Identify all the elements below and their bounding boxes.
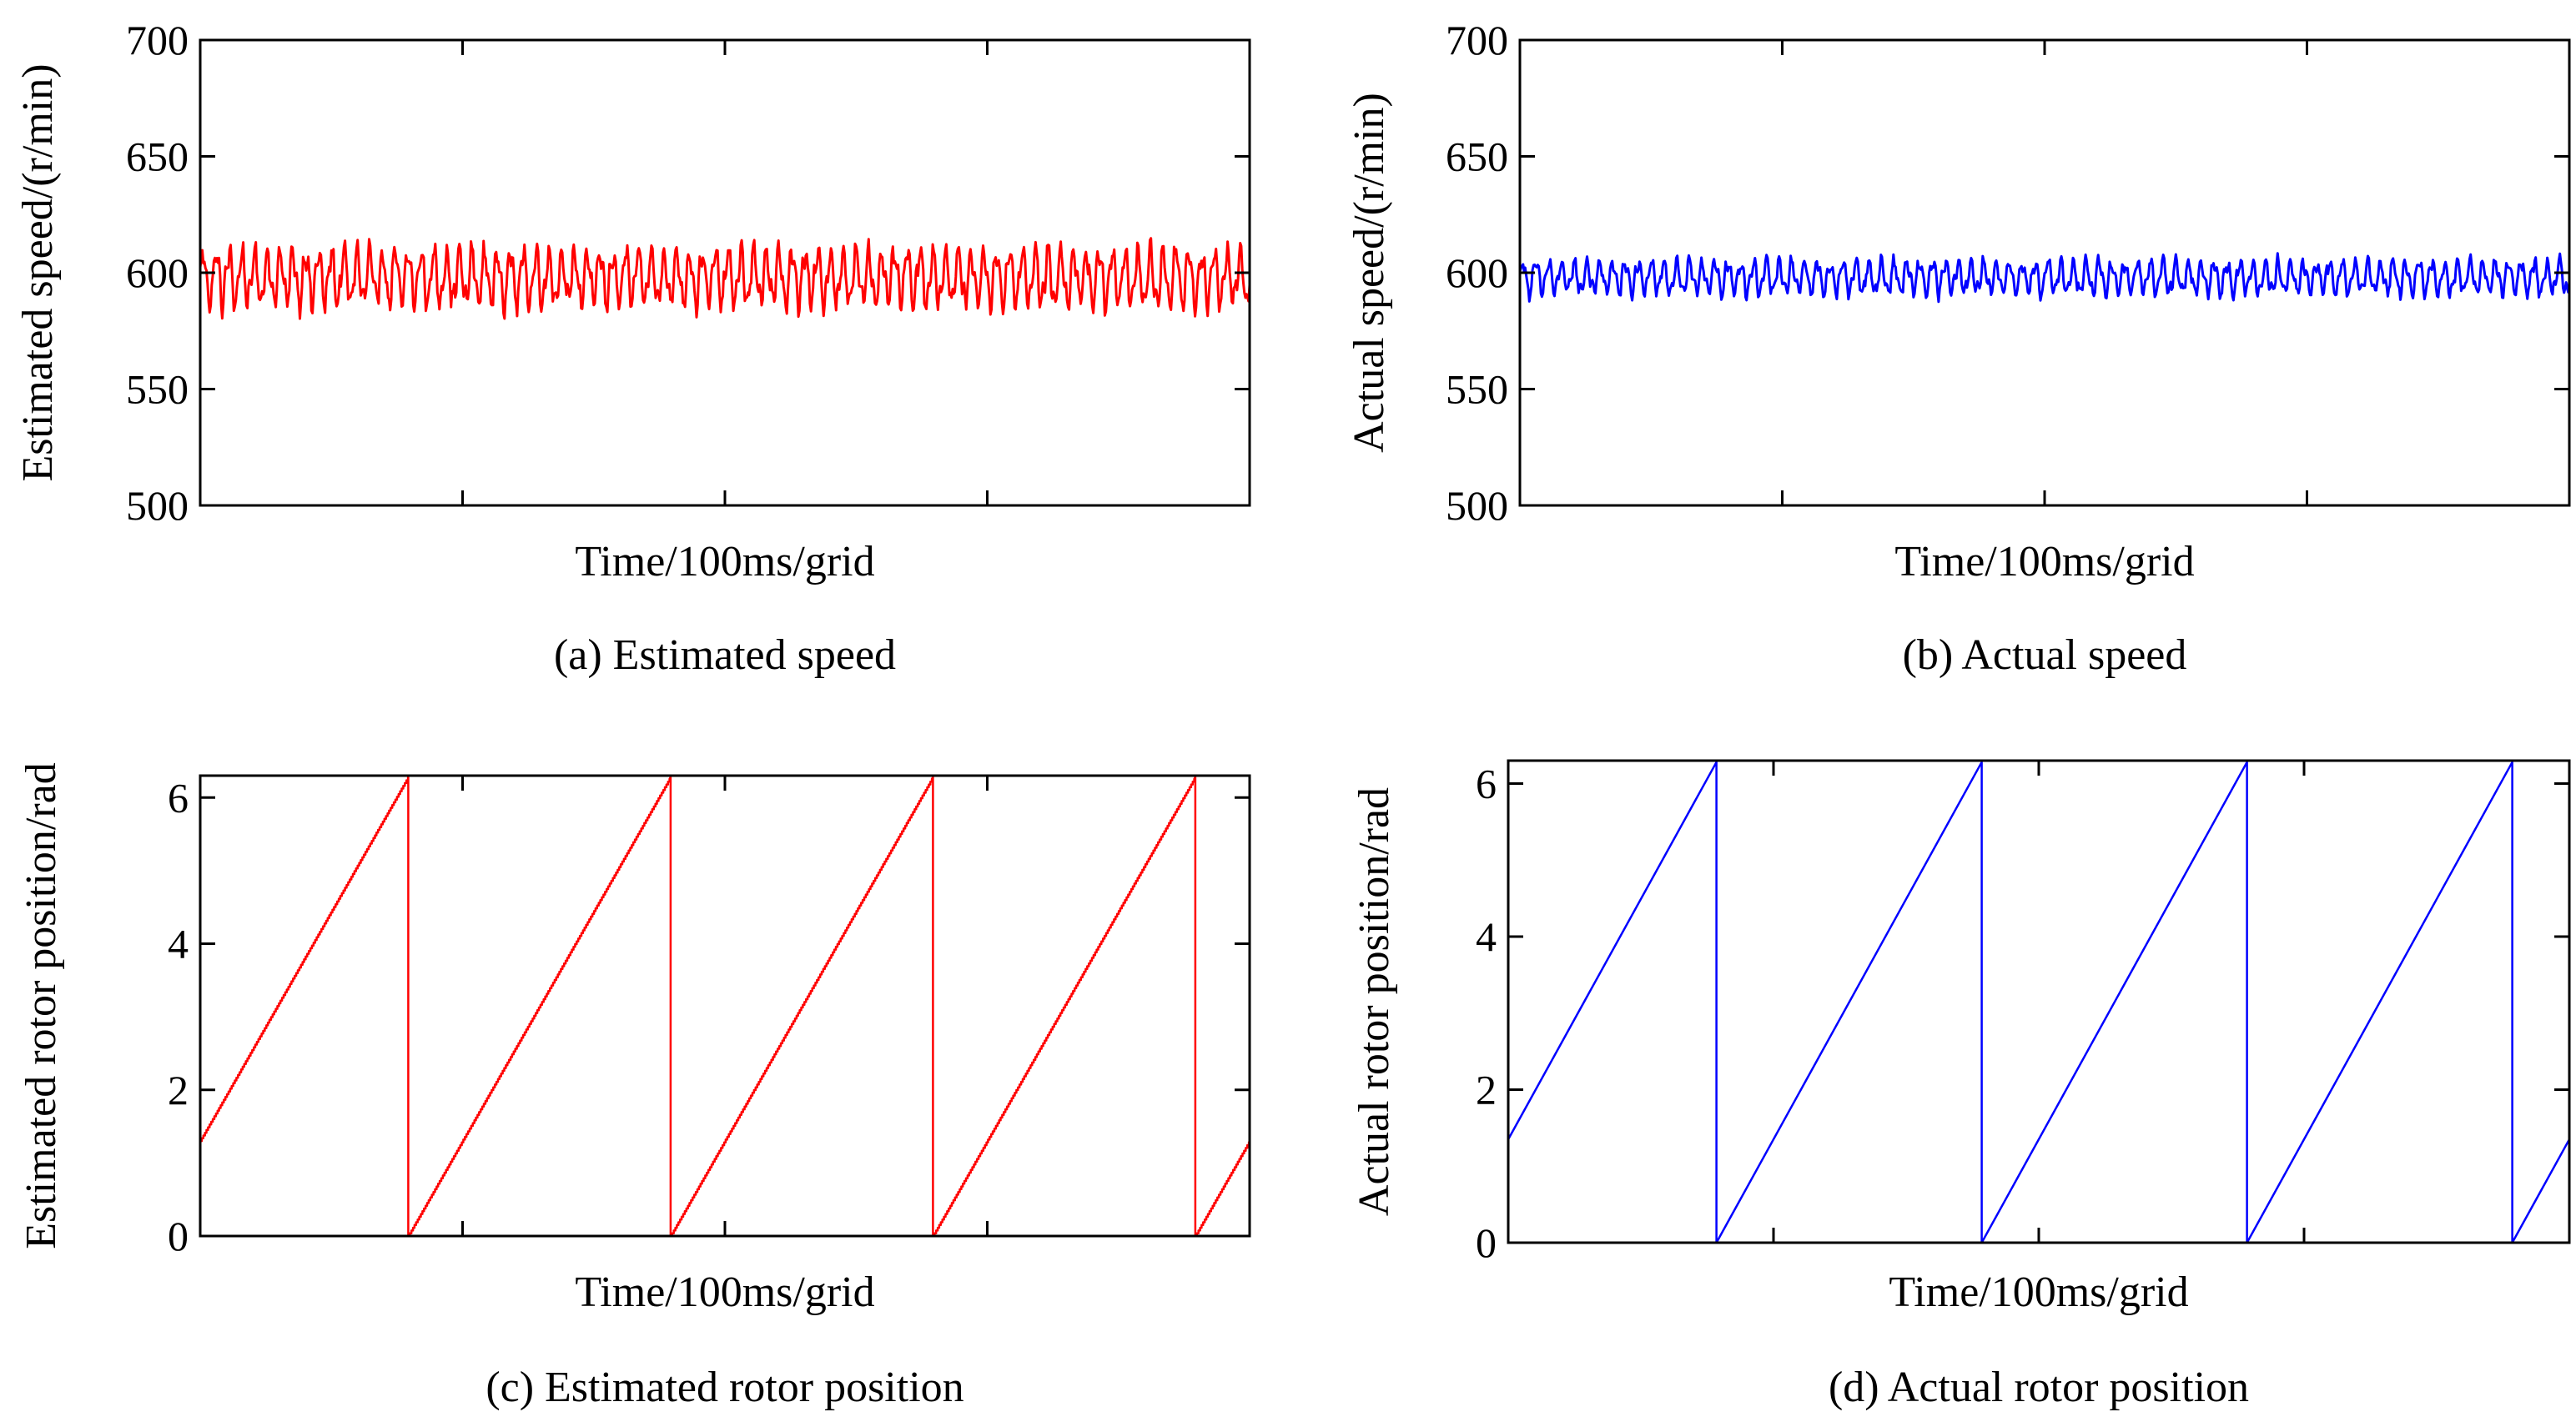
- y-axis-label-b: Actual speed/(r/min): [1346, 93, 1393, 453]
- y-tick-label-d-1: 2: [1476, 1067, 1497, 1113]
- y-tick-label-d-0: 0: [1476, 1219, 1497, 1266]
- y-tick-label-b-3: 650: [1446, 133, 1508, 180]
- caption-c: (c) Estimated rotor position: [486, 1364, 963, 1411]
- y-tick-label-a-3: 650: [126, 133, 189, 180]
- y-tick-label-a-4: 700: [126, 17, 189, 63]
- chart-panel-a: 500 550 600 650 700 Time/100ms/grid Estimated …: [14, 17, 1251, 679]
- y-tick-label-d-2: 4: [1476, 913, 1497, 960]
- x-axis-label-c: Time/100ms/grid: [575, 1269, 874, 1316]
- y-tick-label-c-1: 2: [168, 1067, 189, 1113]
- caption-b: (b) Actual speed: [1903, 631, 2187, 679]
- chart-panel-b: 500 550 600 650 700 Time/100ms/grid Actual spe…: [1346, 17, 2571, 679]
- caption-a: (a) Estimated speed: [554, 631, 896, 679]
- y-tick-label-d-3: 6: [1476, 761, 1497, 807]
- chart-panel-d: 0 2 4 6 Time/100ms/grid Actual rotor position…: [1351, 759, 2571, 1411]
- plot-frame-d: [1507, 759, 2571, 1244]
- y-tick-label-b-2: 600: [1446, 249, 1508, 296]
- x-axis-label-d: Time/100ms/grid: [1889, 1269, 2188, 1316]
- y-tick-label-b-4: 700: [1446, 17, 1508, 63]
- series-line-a: [200, 237, 1250, 320]
- series-line-d: [1508, 761, 2569, 1244]
- y-tick-label-c-0: 0: [168, 1213, 189, 1259]
- y-tick-label-c-3: 6: [168, 774, 189, 821]
- y-tick-label-c-2: 4: [168, 921, 189, 967]
- y-tick-label-a-0: 500: [126, 482, 189, 529]
- plot-frame-c: [199, 774, 1251, 1238]
- caption-d: (d) Actual rotor position: [1829, 1364, 2249, 1411]
- y-axis-label-c: Estimated rotor position/rad: [18, 762, 65, 1249]
- y-tick-label-b-1: 550: [1446, 366, 1508, 413]
- series-line-b: [1520, 252, 2569, 304]
- x-axis-label-a: Time/100ms/grid: [575, 538, 874, 585]
- x-axis-label-b: Time/100ms/grid: [1894, 538, 2194, 585]
- series-line-c: [200, 776, 1250, 1238]
- y-tick-label-a-2: 600: [126, 249, 189, 296]
- y-axis-label-d: Actual rotor position/rad: [1351, 787, 1398, 1216]
- y-axis-label-a: Estimated speed/(r/min): [14, 63, 62, 481]
- y-tick-label-a-1: 550: [126, 366, 189, 413]
- chart-panel-c: 0 2 4 6 Time/100ms/grid Estimated rotor posit…: [18, 762, 1251, 1411]
- y-tick-label-b-0: 500: [1446, 482, 1508, 529]
